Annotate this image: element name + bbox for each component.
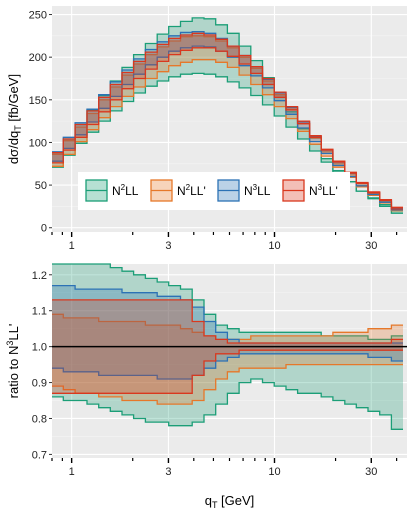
bottom-y-label-tail: LL' [6,324,21,341]
legend-label: N2LL [112,183,139,198]
x-tick-label: 30 [365,240,377,252]
top-y-label-tail: [fb/GeV] [6,74,21,125]
x-tick-label: 1 [69,466,75,478]
y-tick-label: 200 [29,52,47,64]
legend: N2LL N2LL' N3LL N3LL' [78,172,350,210]
legend-entry: N2LL' [150,179,206,202]
band-lower-edge [52,349,403,394]
y-tick-label: 1.1 [32,306,47,318]
top-y-label-sub: T [13,125,23,131]
bottom-plot-background [52,264,407,458]
x-label-sub: T [212,500,218,510]
bottom-panel: 0.70.80.91.01.11.2 1 3 10 30 ratio to N3LL'… [5,263,407,510]
legend-label: N3LL' [309,183,338,198]
legend-label-main: N [244,184,253,198]
legend-label-tail: LL' [322,184,338,198]
x-tick-label: 1 [69,240,75,252]
y-tick-label: 0 [41,223,47,235]
legend-label-tail: LL' [190,184,206,198]
x-tick-label: 10 [268,466,280,478]
legend-label-main: N [177,184,186,198]
legend-label-sup: 3 [253,183,258,192]
top-y-axis: 0 50 100 150 200 250 [29,10,52,235]
y-tick-label: 250 [29,10,47,22]
x-tick-label: 3 [165,466,171,478]
top-x-axis: 1 3 10 30 [51,232,398,252]
band-fill [52,285,403,379]
y-tick-label: 1.0 [32,342,47,354]
band-fill [52,17,403,214]
band-lower-edge [52,47,403,210]
bottom-y-label-main: ratio to N [6,346,21,399]
bottom-y-axis-label: ratio to N3LL' [5,324,21,399]
legend-entry: N2LL [85,179,139,202]
x-label-tail: [GeV] [217,493,254,508]
x-tick-label: 10 [268,240,280,252]
legend-label-tail: LL [125,184,139,198]
band-lower-edge [52,363,403,405]
legend-label: N3LL [244,183,271,198]
legend-label-tail: LL [257,184,271,198]
series-band-n3llp [52,32,403,210]
y-tick-label: 0.9 [32,378,47,390]
band-fill [52,35,403,211]
bottom-y-axis: 0.7 0.8 0.9 1.0 1.1 1.2 [32,270,52,461]
y-tick-label: 1.2 [32,270,47,282]
legend-label-main: N [309,184,318,198]
legend-label-sup: 3 [318,183,323,192]
band-upper-edge [52,263,403,341]
x-tick-label: 30 [365,466,377,478]
band-upper-edge [52,299,403,344]
legend-label-sup: 2 [121,183,126,192]
legend-box [78,172,350,210]
top-y-label-main: dσ/dq [6,131,21,164]
y-tick-label: 0.7 [32,449,47,461]
band-fill [52,33,403,209]
y-tick-label: 150 [29,95,47,107]
legend-label-sup: 2 [186,183,191,192]
x-label-main: q [205,493,212,508]
legend-entry: N3LL' [282,179,338,202]
legend-label: N2LL' [177,183,206,198]
legend-label-main: N [112,184,121,198]
band-lower-edge [52,378,403,430]
y-tick-label: 50 [35,180,47,192]
bottom-y-label-sup: 3 [5,341,15,346]
y-tick-label: 100 [29,137,47,149]
top-y-axis-label: dσ/dqT [fb/GeV] [6,74,23,164]
x-axis-label: qT [GeV] [205,493,255,510]
x-tick-label: 3 [165,240,171,252]
legend-entry: N3LL [217,179,271,202]
y-tick-label: 0.8 [32,413,47,425]
bottom-x-axis: 1 3 10 30 [51,458,398,478]
